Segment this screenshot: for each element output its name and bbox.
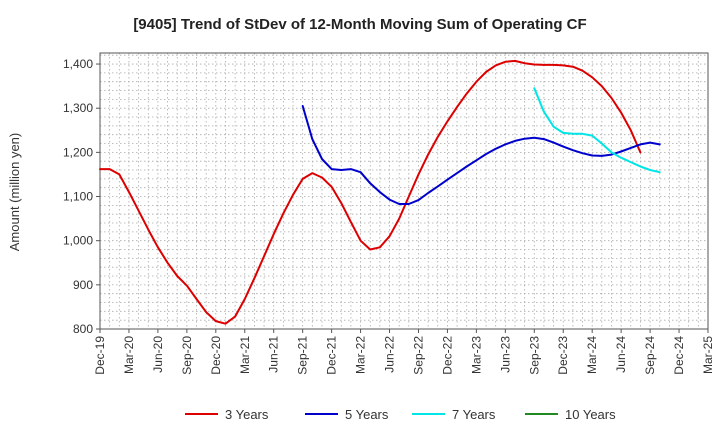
y-tick-label: 1,100 <box>63 190 93 204</box>
x-tick-label: Dec-21 <box>325 336 339 375</box>
x-tick-label: Mar-21 <box>238 336 252 374</box>
x-tick-label: Mar-23 <box>469 336 483 374</box>
series-line-3-years <box>99 59 642 325</box>
x-tick-label: Jun-22 <box>383 336 397 373</box>
legend-label-3-years: 3 Years <box>225 407 269 422</box>
y-tick-label: 900 <box>73 278 93 292</box>
plot-frame <box>99 52 709 330</box>
y-tick-label: 1,400 <box>63 57 93 71</box>
x-tick-label: Sep-24 <box>643 336 657 375</box>
x-tick-label: Sep-23 <box>527 336 541 375</box>
series-layer <box>99 59 661 325</box>
y-tick-label: 1,200 <box>63 145 93 159</box>
x-tick-label: Mar-20 <box>122 336 136 374</box>
grid-layer <box>99 53 709 330</box>
chart-title: [9405] Trend of StDev of 12-Month Moving… <box>133 16 586 33</box>
legend-label-5-years: 5 Years <box>345 407 389 422</box>
x-tick-label: Dec-23 <box>556 336 570 375</box>
series-line-5-years <box>301 105 661 205</box>
x-tick-label: Sep-21 <box>296 336 310 375</box>
x-tick-label: Sep-22 <box>411 336 425 375</box>
x-tick-label: Jun-23 <box>498 336 512 373</box>
x-tick-label: Jun-24 <box>614 336 628 373</box>
x-tick-label: Dec-24 <box>672 336 686 375</box>
x-axis: Dec-19 Mar-20 Jun-20 Sep-20 Dec-20 Mar-21 Jun-… <box>93 329 715 375</box>
y-axis-label: Amount (million yen) <box>7 133 22 252</box>
y-tick-label: 1,000 <box>63 234 93 248</box>
x-tick-label: Jun-20 <box>151 336 165 373</box>
legend: 3 Years 5 Years 7 Years 10 Years <box>185 407 616 422</box>
legend-label-10-years: 10 Years <box>565 407 616 422</box>
x-tick-label: Dec-22 <box>440 336 454 375</box>
series-line-7-years <box>533 87 661 174</box>
y-axis: 800 900 1,000 1,100 1,200 1,300 1,400 <box>63 57 100 336</box>
x-tick-label: Mar-25 <box>701 336 715 374</box>
x-tick-label: Sep-20 <box>180 336 194 375</box>
legend-label-7-years: 7 Years <box>452 407 496 422</box>
x-tick-label: Dec-20 <box>209 336 223 375</box>
x-tick-label: Mar-24 <box>585 336 599 374</box>
x-tick-label: Jun-21 <box>267 336 281 373</box>
y-tick-label: 1,300 <box>63 101 93 115</box>
x-tick-label: Dec-19 <box>93 336 107 375</box>
y-tick-label: 800 <box>73 322 93 336</box>
x-tick-label: Mar-22 <box>354 336 368 374</box>
